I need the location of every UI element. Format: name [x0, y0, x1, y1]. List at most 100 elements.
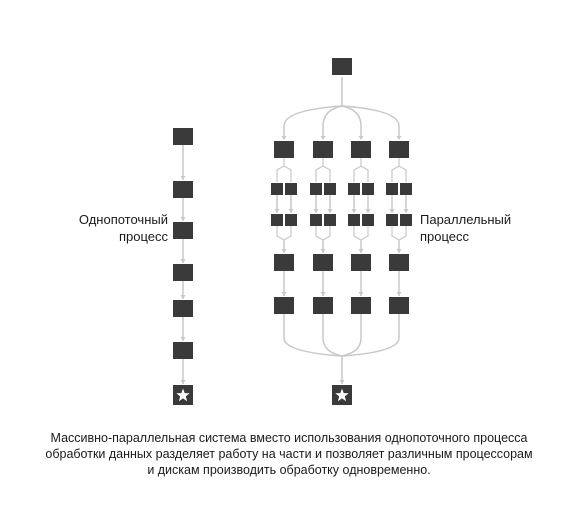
merge-line — [353, 226, 362, 241]
process-block — [400, 214, 412, 226]
single-process-label: Однопоточный процесс — [79, 211, 168, 245]
process-block — [351, 254, 371, 271]
arrowhead — [281, 136, 287, 140]
split-line — [283, 165, 292, 182]
parallel-label-line-2: процесс — [420, 229, 470, 244]
process-block — [274, 141, 294, 158]
arrowhead — [180, 380, 186, 384]
process-block — [351, 297, 371, 314]
process-block — [173, 342, 193, 359]
process-block — [285, 214, 297, 226]
arrowhead — [180, 259, 186, 263]
process-block — [332, 58, 352, 75]
process-block — [173, 222, 193, 239]
arrowhead — [180, 176, 186, 180]
process-block — [389, 141, 409, 158]
single-label-line-2: процесс — [118, 229, 168, 244]
process-block — [173, 264, 193, 281]
process-block — [351, 141, 371, 158]
process-block — [274, 254, 294, 271]
arrowhead — [365, 209, 371, 213]
process-block — [324, 183, 336, 195]
caption-line-3: и дискам производить обработку одновреме… — [147, 463, 431, 477]
split-line — [322, 165, 331, 182]
fan-in-line — [283, 314, 343, 357]
merge-line — [360, 226, 369, 241]
split-line — [391, 158, 400, 182]
process-block — [274, 297, 294, 314]
fan-out-line — [283, 105, 343, 127]
parallel-process-label: Параллельный процесс — [420, 211, 511, 245]
parallel-process-flow — [271, 58, 412, 405]
arrowhead — [389, 209, 395, 213]
caption-line-2: обработки данных разделяет работу на час… — [45, 447, 533, 461]
merge-line — [391, 226, 400, 241]
arrowhead — [396, 249, 402, 253]
process-block — [362, 183, 374, 195]
process-block — [400, 183, 412, 195]
star-icon — [176, 388, 190, 402]
merge-line — [315, 226, 324, 241]
star-icon — [335, 388, 349, 402]
arrowhead — [320, 136, 326, 140]
fan-out-line — [341, 105, 362, 127]
process-block — [310, 214, 322, 226]
parallel-label-line-1: Параллельный — [420, 212, 512, 227]
process-block — [313, 141, 333, 158]
arrowhead — [288, 209, 294, 213]
split-line — [315, 158, 324, 182]
split-line — [276, 158, 285, 182]
process-block — [310, 183, 322, 195]
split-line — [353, 158, 362, 182]
process-block — [386, 214, 398, 226]
fan-out-line — [341, 105, 400, 127]
fan-in-line — [341, 314, 400, 357]
process-block — [313, 254, 333, 271]
process-block — [389, 297, 409, 314]
fan-in-line — [322, 314, 343, 357]
split-line — [360, 165, 369, 182]
process-block — [389, 254, 409, 271]
process-block — [362, 214, 374, 226]
merge-line — [283, 226, 292, 241]
process-block — [348, 214, 360, 226]
fan-in-line — [341, 314, 362, 357]
arrowhead — [313, 209, 319, 213]
process-block — [173, 300, 193, 317]
arrowhead — [320, 249, 326, 253]
arrowhead — [403, 209, 409, 213]
arrowhead — [358, 136, 364, 140]
merge-line — [398, 226, 407, 241]
arrowhead — [396, 136, 402, 140]
arrowhead — [180, 217, 186, 221]
process-block — [173, 128, 193, 145]
arrowhead — [351, 209, 357, 213]
arrowhead — [339, 380, 345, 384]
split-line — [398, 165, 407, 182]
arrowhead — [281, 292, 287, 296]
process-block — [271, 183, 283, 195]
process-block — [285, 183, 297, 195]
arrowhead — [180, 337, 186, 341]
fan-out-line — [322, 105, 343, 127]
process-block — [348, 183, 360, 195]
process-block — [313, 297, 333, 314]
arrowhead — [180, 295, 186, 299]
process-block — [324, 214, 336, 226]
single-process-flow — [173, 128, 193, 405]
single-label-line-1: Однопоточный — [78, 212, 168, 227]
arrowhead — [274, 209, 280, 213]
caption-line-1: Массивно-параллельная система вместо исп… — [50, 431, 528, 445]
arrowhead — [327, 209, 333, 213]
arrowhead — [281, 249, 287, 253]
arrowhead — [358, 292, 364, 296]
arrowhead — [396, 292, 402, 296]
arrowhead — [358, 249, 364, 253]
process-block — [173, 181, 193, 198]
process-block — [271, 214, 283, 226]
process-block — [386, 183, 398, 195]
arrowhead — [320, 292, 326, 296]
merge-line — [322, 226, 331, 241]
figure-caption: Массивно-параллельная система вместо исп… — [0, 430, 578, 478]
